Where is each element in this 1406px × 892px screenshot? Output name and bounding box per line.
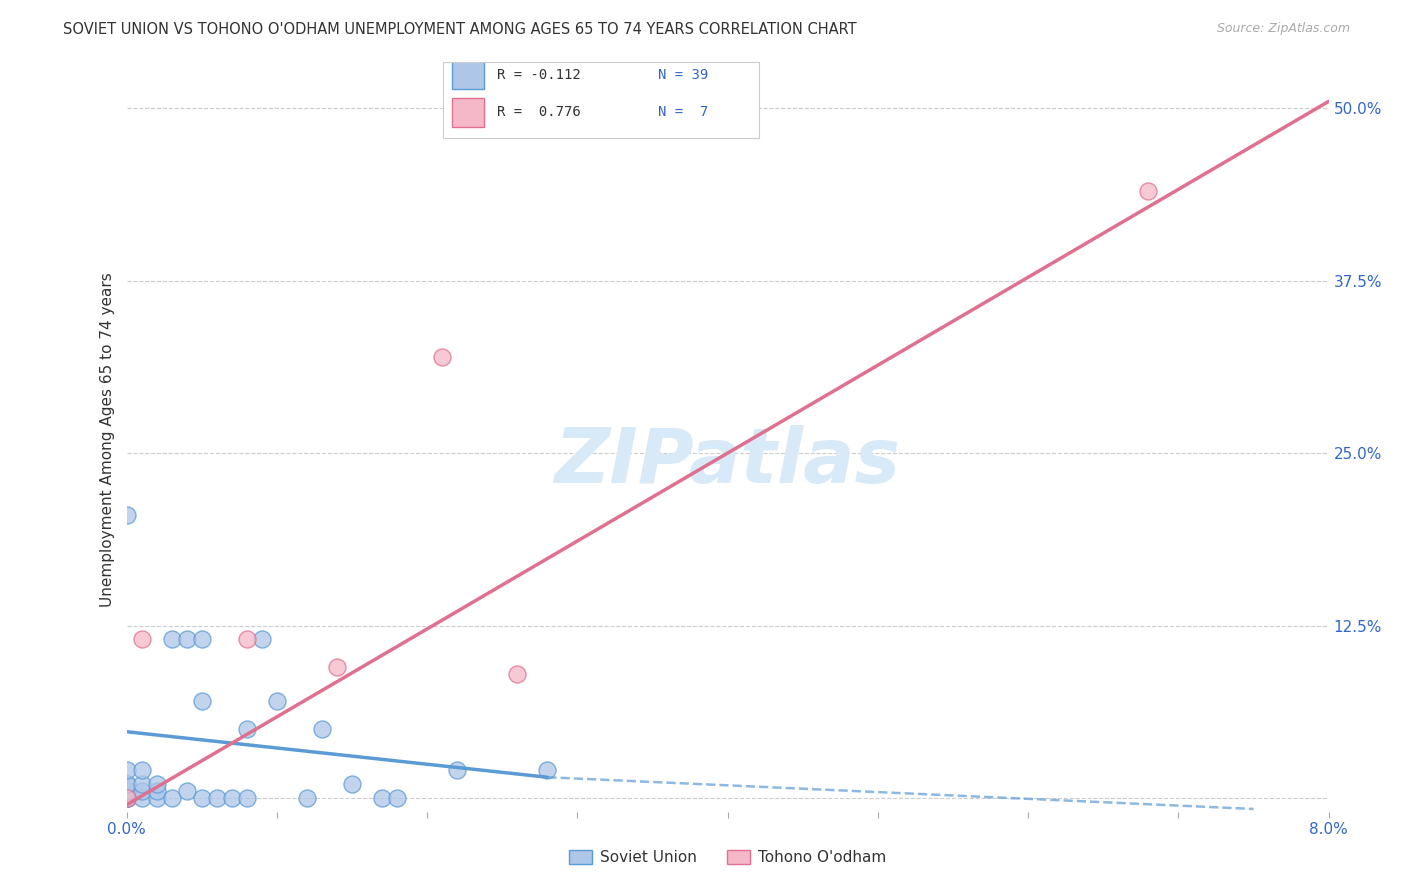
Text: N = 39: N = 39	[658, 68, 709, 81]
Point	[115, 791, 138, 805]
Text: ZIPatlas: ZIPatlas	[554, 425, 901, 499]
Point	[235, 632, 259, 647]
Point	[446, 764, 468, 778]
Point	[115, 764, 138, 778]
Point	[326, 660, 349, 674]
Point	[131, 784, 153, 798]
Point	[1137, 184, 1160, 198]
Point	[131, 777, 153, 791]
Point	[115, 791, 138, 805]
Point	[235, 791, 259, 805]
Point	[115, 791, 138, 805]
Point	[430, 350, 453, 364]
Point	[190, 791, 212, 805]
Point	[371, 791, 394, 805]
Legend: Soviet Union, Tohono O'odham: Soviet Union, Tohono O'odham	[562, 844, 893, 871]
Point	[115, 784, 138, 798]
Point	[160, 791, 183, 805]
Text: SOVIET UNION VS TOHONO O'ODHAM UNEMPLOYMENT AMONG AGES 65 TO 74 YEARS CORRELATIO: SOVIET UNION VS TOHONO O'ODHAM UNEMPLOYM…	[63, 22, 856, 37]
Point	[115, 791, 138, 805]
Point	[115, 777, 138, 791]
Point	[340, 777, 363, 791]
Point	[176, 784, 198, 798]
Point	[131, 764, 153, 778]
Point	[115, 791, 138, 805]
Point	[115, 508, 138, 523]
Point	[190, 694, 212, 708]
Point	[145, 784, 167, 798]
Point	[131, 791, 153, 805]
Text: Source: ZipAtlas.com: Source: ZipAtlas.com	[1216, 22, 1350, 36]
Point	[115, 777, 138, 791]
Bar	[453, 98, 484, 127]
Text: R = -0.112: R = -0.112	[496, 68, 581, 81]
Point	[311, 722, 333, 736]
Point	[115, 791, 138, 805]
Point	[160, 632, 183, 647]
Point	[176, 632, 198, 647]
Point	[115, 784, 138, 798]
Point	[266, 694, 288, 708]
Point	[250, 632, 273, 647]
Point	[190, 632, 212, 647]
Point	[385, 791, 408, 805]
Point	[205, 791, 228, 805]
Point	[221, 791, 243, 805]
Point	[145, 777, 167, 791]
Text: N =  7: N = 7	[658, 105, 709, 120]
Bar	[453, 60, 484, 89]
Text: R =  0.776: R = 0.776	[496, 105, 581, 120]
Point	[145, 791, 167, 805]
Point	[536, 764, 558, 778]
Point	[115, 791, 138, 805]
Point	[235, 722, 259, 736]
Y-axis label: Unemployment Among Ages 65 to 74 years: Unemployment Among Ages 65 to 74 years	[100, 272, 115, 607]
Point	[131, 632, 153, 647]
Point	[506, 666, 529, 681]
Point	[295, 791, 318, 805]
